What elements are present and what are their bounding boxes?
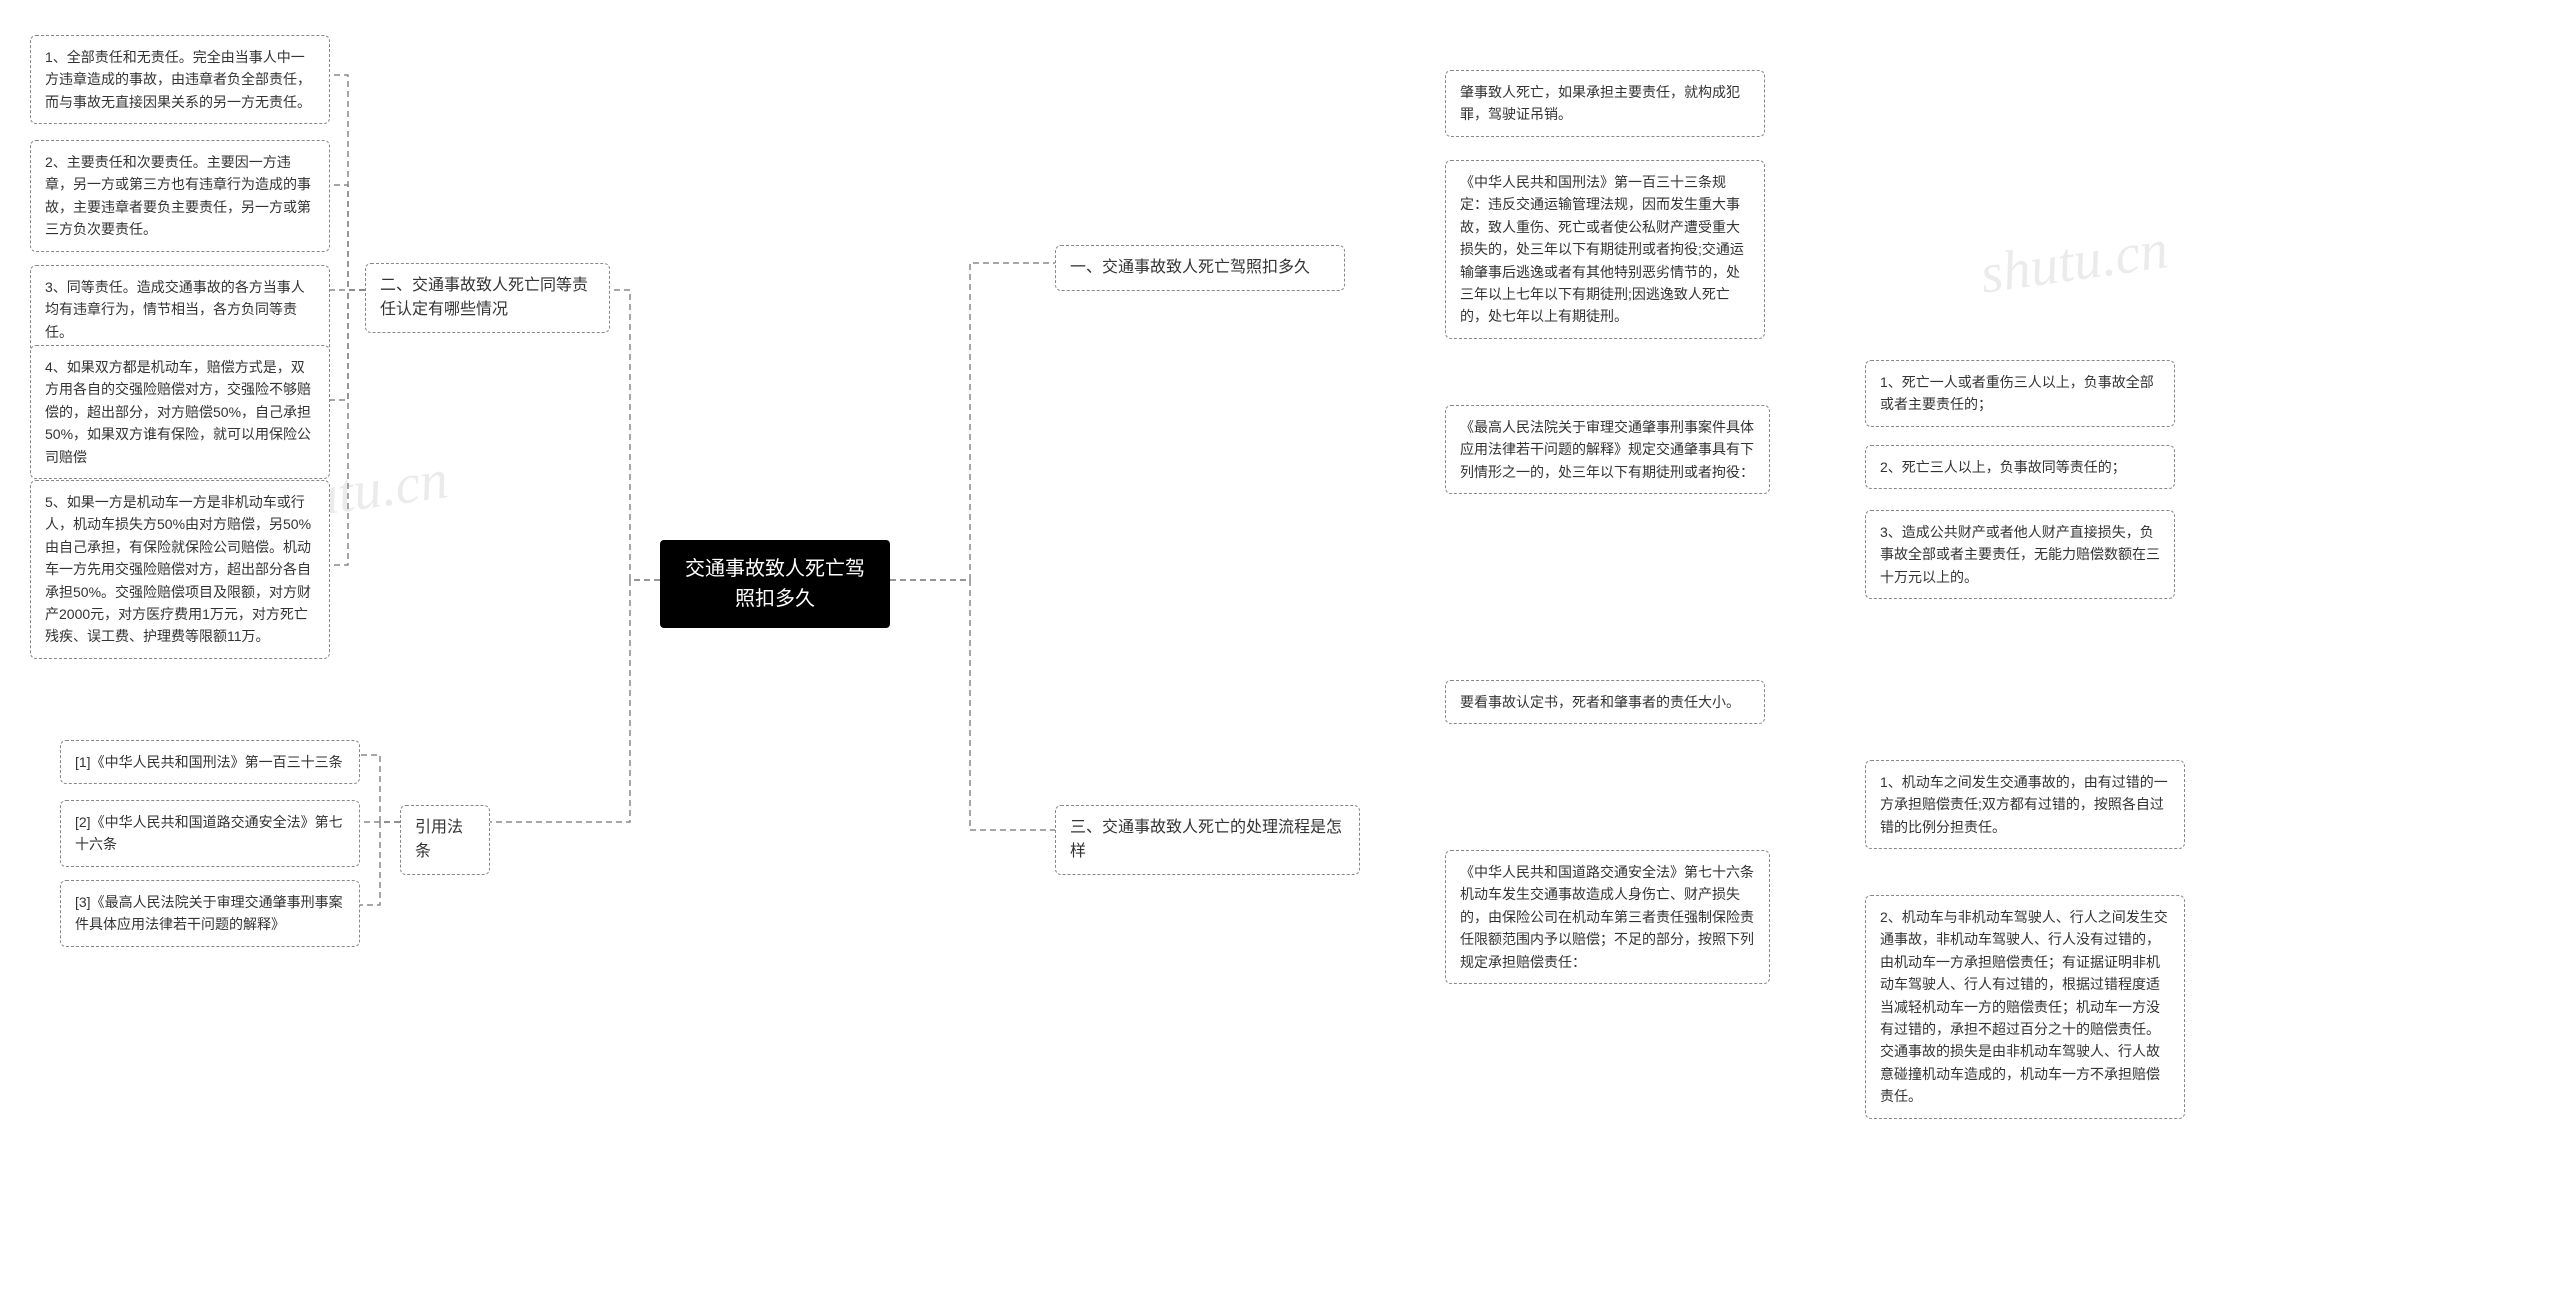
- b2-n3: 3、同等责任。造成交通事故的各方当事人均有违章行为，情节相当，各方负同等责任。: [30, 265, 330, 354]
- branch-1: 一、交通事故致人死亡驾照扣多久: [1055, 245, 1345, 291]
- b1-n2: 《中华人民共和国刑法》第一百三十三条规定：违反交通运输管理法规，因而发生重大事故…: [1445, 160, 1765, 339]
- ref-n3: [3]《最高人民法院关于审理交通肇事刑事案件具体应用法律若干问题的解释》: [60, 880, 360, 947]
- b2-n5: 5、如果一方是机动车一方是非机动车或行人，机动车损失方50%由对方赔偿，另50%…: [30, 480, 330, 659]
- b1-n3: 《最高人民法院关于审理交通肇事刑事案件具体应用法律若干问题的解释》规定交通肇事具…: [1445, 405, 1770, 494]
- b2-n4: 4、如果双方都是机动车，赔偿方式是，双方用各自的交强险赔偿对方，交强险不够赔偿的…: [30, 345, 330, 479]
- b2-n2: 2、主要责任和次要责任。主要因一方违章，另一方或第三方也有违章行为造成的事故，主…: [30, 140, 330, 252]
- root-node: 交通事故致人死亡驾照扣多久: [660, 540, 890, 628]
- ref-n2: [2]《中华人民共和国道路交通安全法》第七十六条: [60, 800, 360, 867]
- b2-n1: 1、全部责任和无责任。完全由当事人中一方违章造成的事故，由违章者负全部责任，而与…: [30, 35, 330, 124]
- b1-n3-c3: 3、造成公共财产或者他人财产直接损失，负事故全部或者主要责任，无能力赔偿数额在三…: [1865, 510, 2175, 599]
- b1-n3-c2: 2、死亡三人以上，负事故同等责任的；: [1865, 445, 2175, 489]
- b1-n3-c1: 1、死亡一人或者重伤三人以上，负事故全部或者主要责任的；: [1865, 360, 2175, 427]
- b3-n2: 《中华人民共和国道路交通安全法》第七十六条机动车发生交通事故造成人身伤亡、财产损…: [1445, 850, 1770, 984]
- b3-n2-c2: 2、机动车与非机动车驾驶人、行人之间发生交通事故，非机动车驾驶人、行人没有过错的…: [1865, 895, 2185, 1119]
- branch-ref: 引用法条: [400, 805, 490, 875]
- branch-2: 二、交通事故致人死亡同等责任认定有哪些情况: [365, 263, 610, 333]
- watermark-right: shutu.cn: [1976, 217, 2171, 307]
- b1-n1: 肇事致人死亡，如果承担主要责任，就构成犯罪，驾驶证吊销。: [1445, 70, 1765, 137]
- b3-n1: 要看事故认定书，死者和肇事者的责任大小。: [1445, 680, 1765, 724]
- branch-3: 三、交通事故致人死亡的处理流程是怎样: [1055, 805, 1360, 875]
- b3-n2-c1: 1、机动车之间发生交通事故的，由有过错的一方承担赔偿责任;双方都有过错的，按照各…: [1865, 760, 2185, 849]
- ref-n1: [1]《中华人民共和国刑法》第一百三十三条: [60, 740, 360, 784]
